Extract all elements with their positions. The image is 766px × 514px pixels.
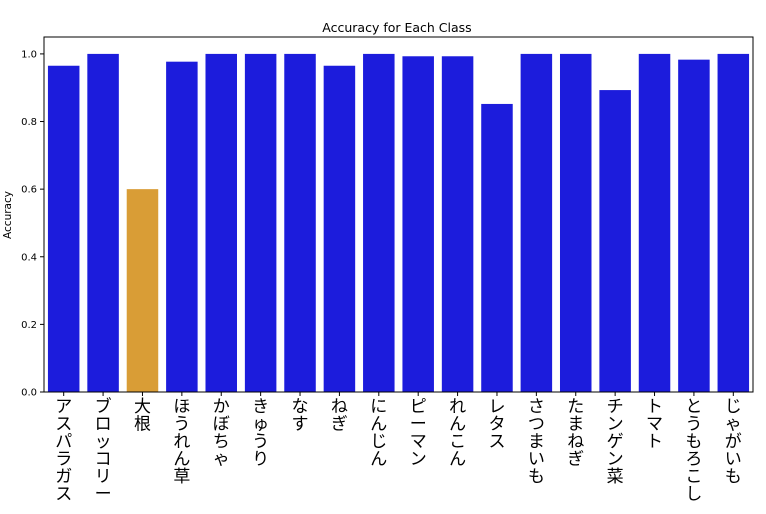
y-tick-label: 1.0: [21, 49, 37, 60]
x-tick-label: じゃがいも: [725, 397, 742, 487]
bar-10: [402, 56, 434, 393]
x-tick-label: 大根: [134, 397, 151, 435]
bar-14: [559, 53, 592, 393]
x-tick-label: チンゲン菜: [607, 397, 624, 487]
x-tick-label: なす: [292, 397, 309, 435]
bar-9: [363, 53, 395, 393]
x-tick-label: さつまいも: [528, 397, 545, 487]
x-tick-label: ほうれん草: [173, 397, 190, 487]
x-tick-label: ピーマン: [410, 397, 427, 470]
bar-11: [441, 56, 474, 393]
y-tick-label: 0.4: [21, 252, 37, 263]
bars-group: [47, 53, 750, 393]
y-axis-label: Accuracy: [2, 191, 14, 239]
x-tick-label: とうもろこし: [685, 397, 702, 505]
y-axis: 0.0 0.2 0.4 0.6 0.8 1.0: [21, 49, 44, 399]
bar-13: [520, 53, 553, 393]
x-tick-label: ねぎ: [331, 397, 348, 435]
bar-6: [244, 53, 277, 393]
y-tick-label: 0.6: [21, 185, 37, 196]
bar-1: [47, 65, 80, 393]
x-tick-label: たまねぎ: [567, 397, 584, 470]
x-tick-label: きゅうり: [252, 397, 269, 470]
bar-16: [638, 53, 671, 393]
bar-3: [126, 189, 159, 392]
bar-15: [599, 90, 631, 392]
x-tick-label: アスパラガス: [55, 397, 72, 505]
bar-7: [284, 53, 316, 393]
bar-2: [87, 53, 119, 393]
bar-17: [678, 59, 710, 393]
bar-5: [205, 53, 237, 393]
plot-frame: [43, 36, 754, 393]
bar-4: [166, 61, 198, 393]
y-tick-label: 0.0: [21, 388, 37, 399]
x-tick-label: かぼちゃ: [213, 397, 230, 470]
x-tick-label: ブロッコリー: [95, 396, 112, 505]
bar-8: [323, 65, 356, 393]
x-tick-label: レタス: [488, 397, 505, 452]
x-tick-label: れんこん: [449, 397, 466, 470]
y-tick-label: 0.8: [21, 117, 37, 128]
bar-12: [481, 103, 513, 392]
x-tick-label: にんじん: [370, 397, 387, 470]
chart-title: Accuracy for Each Class: [322, 20, 471, 35]
bar-18: [717, 53, 750, 393]
y-tick-label: 0.2: [21, 320, 37, 331]
x-tick-label: トマト: [646, 397, 663, 452]
